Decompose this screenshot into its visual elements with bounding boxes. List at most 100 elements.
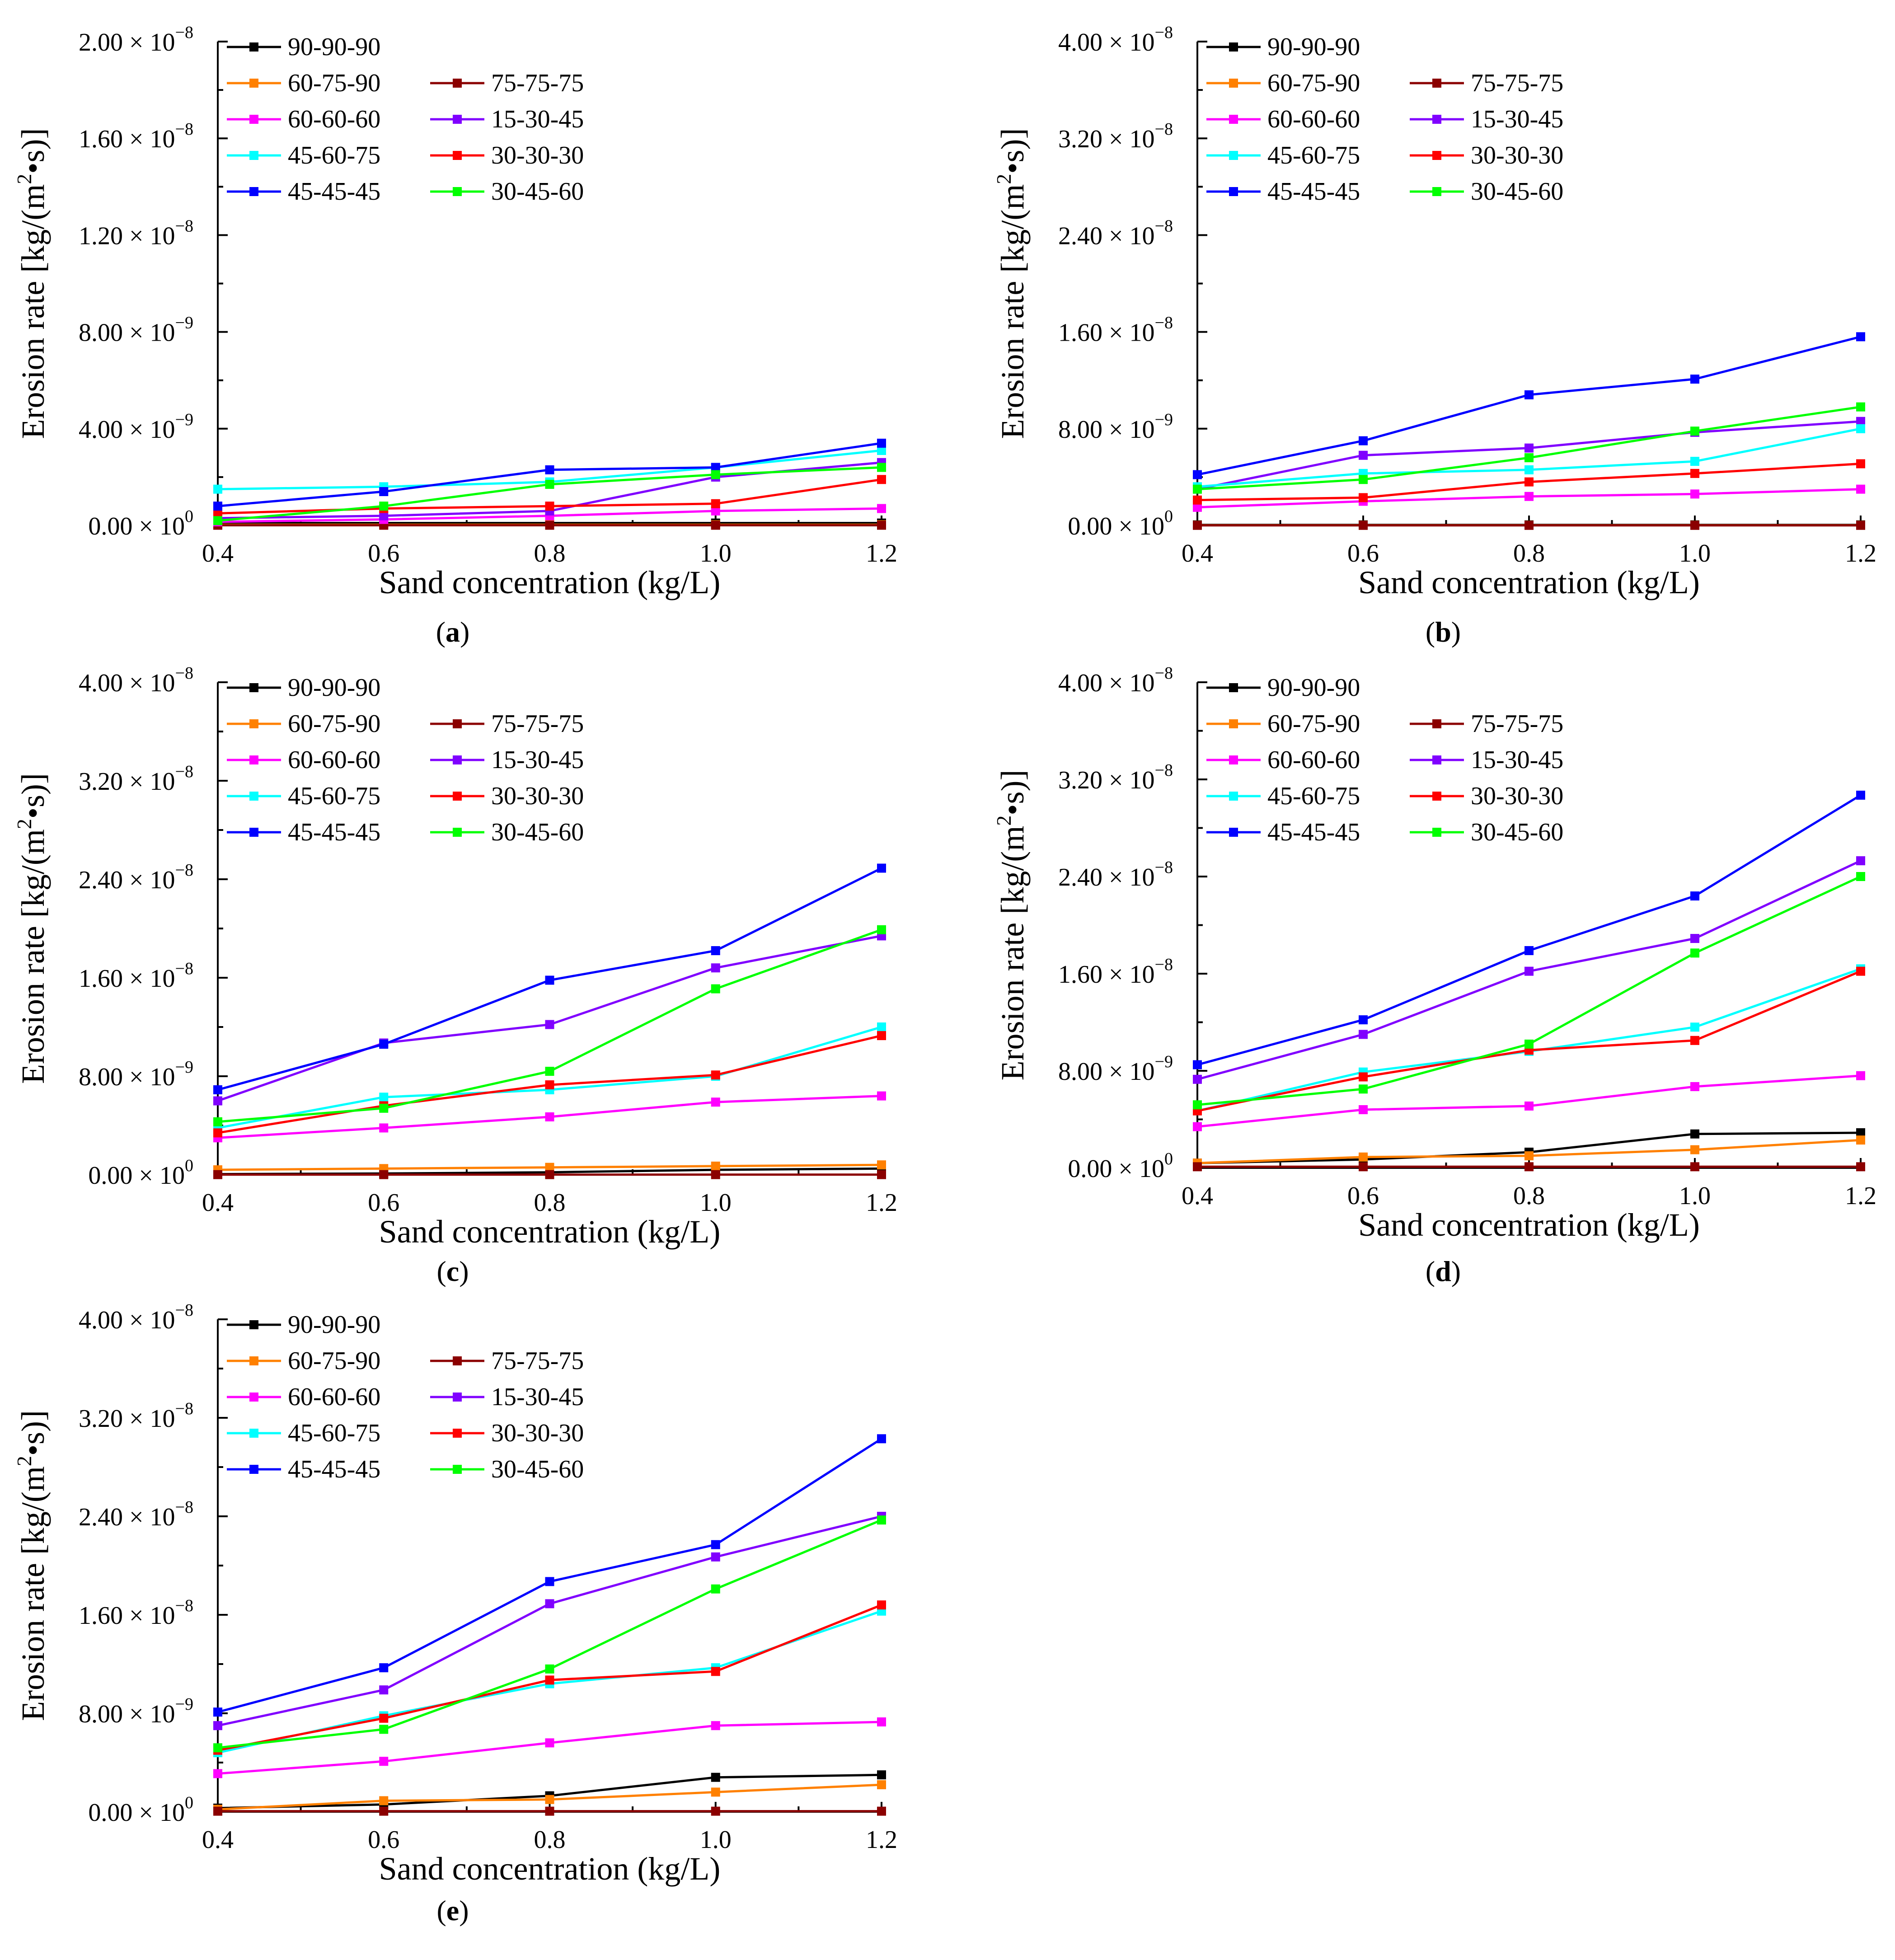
data-point-75-75-75 — [379, 1806, 389, 1816]
y-tick-label: 0.00 × 100 — [1068, 1149, 1173, 1183]
data-point-45-60-75 — [877, 1022, 886, 1032]
data-point-75-75-75 — [213, 1170, 222, 1179]
panel-caption: (a) — [436, 616, 470, 648]
y-tick-mantissa: 2.40 × 10 — [1058, 863, 1155, 891]
y-tick-exponent: −8 — [175, 861, 193, 880]
data-point-75-75-75 — [1524, 1162, 1534, 1172]
legend-item-30-30-30: 30-30-30 — [430, 141, 584, 169]
series-75-75-75 — [213, 1170, 886, 1179]
y-axis-title-text: •s)] — [15, 773, 51, 819]
legend-marker-90-90-90 — [1229, 42, 1238, 52]
legend-item-30-30-30: 30-30-30 — [430, 782, 584, 810]
x-axis-title: Sand concentration (kg/L) — [1358, 1207, 1700, 1243]
y-tick-label: 8.00 × 10−9 — [79, 1058, 193, 1091]
legend-item-30-45-60: 30-45-60 — [430, 818, 584, 846]
legend-label-30-45-60: 30-45-60 — [1471, 818, 1563, 846]
legend-item-30-30-30: 30-30-30 — [1410, 782, 1563, 810]
legend-label-75-75-75: 75-75-75 — [491, 1347, 584, 1375]
y-tick-exponent: 0 — [185, 1156, 193, 1175]
data-point-45-45-45 — [1856, 790, 1865, 800]
caption-paren: ) — [1451, 1255, 1461, 1287]
x-axis-title: Sand concentration (kg/L) — [379, 1214, 721, 1250]
x-tick-label: 1.0 — [1679, 1182, 1711, 1210]
legend-item-75-75-75: 75-75-75 — [430, 1347, 584, 1375]
legend-item-60-60-60: 60-60-60 — [227, 105, 380, 133]
series-line-45-45-45 — [217, 442, 882, 507]
series-line-30-45-60 — [217, 1519, 882, 1749]
legend-item-60-75-90: 60-75-90 — [227, 710, 380, 738]
y-tick-label: 3.20 × 10−8 — [1058, 120, 1173, 153]
y-axis-title: Erosion rate [kg/(m2•s)] — [992, 128, 1031, 439]
legend-label-60-60-60: 60-60-60 — [288, 1383, 380, 1411]
y-tick-exponent: −9 — [175, 314, 193, 333]
legend-label-90-90-90: 90-90-90 — [1267, 33, 1360, 61]
data-point-45-45-45 — [877, 1434, 886, 1444]
y-tick-mantissa: 3.20 × 10 — [1058, 125, 1155, 153]
legend: 90-90-90 60-75-90 75-75-75 60-60-60 15-30-45… — [227, 33, 584, 206]
series-60-75-90 — [213, 1780, 886, 1814]
data-point-45-45-45 — [213, 1707, 222, 1717]
y-tick-mantissa: 1.20 × 10 — [79, 222, 175, 250]
data-point-75-75-75 — [877, 1170, 886, 1179]
data-point-60-75-90 — [1856, 1135, 1865, 1145]
legend-marker-75-75-75 — [1432, 719, 1441, 728]
data-point-15-30-45 — [379, 511, 389, 520]
data-point-75-75-75 — [1690, 520, 1699, 530]
data-point-30-45-60 — [213, 1743, 222, 1753]
data-point-75-75-75 — [877, 520, 886, 530]
data-point-60-75-90 — [1690, 1145, 1699, 1154]
data-point-30-45-60 — [1359, 1084, 1368, 1094]
legend-item-90-90-90: 90-90-90 — [1206, 674, 1360, 702]
series-30-30-30 — [1193, 459, 1865, 505]
data-point-90-90-90 — [1690, 1129, 1699, 1139]
data-point-90-90-90 — [1856, 1128, 1865, 1138]
data-point-30-45-60 — [877, 463, 886, 472]
y-axis-title: Erosion rate [kg/(m2•s)] — [13, 128, 51, 439]
legend-item-60-60-60: 60-60-60 — [227, 746, 380, 774]
data-point-60-60-60 — [1856, 1071, 1865, 1080]
legend-marker-15-30-45 — [453, 755, 462, 764]
legend-marker-30-30-30 — [453, 151, 462, 160]
y-tick-exponent: −8 — [1155, 858, 1173, 877]
data-point-15-30-45 — [1524, 443, 1534, 453]
x-tick-label: 0.6 — [368, 1189, 399, 1217]
legend-marker-45-60-75 — [249, 151, 258, 160]
legend-label-60-75-90: 60-75-90 — [1267, 710, 1360, 738]
legend-marker-45-45-45 — [249, 828, 258, 837]
data-point-15-30-45 — [1359, 1030, 1368, 1039]
y-tick-mantissa: 1.60 × 10 — [79, 1602, 175, 1630]
legend-marker-90-90-90 — [249, 683, 258, 692]
y-tick-label: 4.00 × 10−8 — [79, 1301, 193, 1334]
x-tick-label: 1.0 — [700, 1826, 732, 1854]
data-point-45-45-45 — [379, 487, 389, 497]
legend-item-30-45-60: 30-45-60 — [1410, 818, 1563, 846]
x-tick-label: 1.0 — [700, 1189, 732, 1217]
legend-label-60-60-60: 60-60-60 — [1267, 746, 1360, 774]
y-tick-mantissa: 0.00 × 10 — [88, 1799, 185, 1827]
data-point-30-30-30 — [213, 1128, 222, 1138]
data-point-30-45-60 — [711, 470, 720, 479]
y-tick-exponent: −8 — [175, 1399, 193, 1418]
y-tick-label: 1.20 × 10−8 — [79, 216, 193, 250]
y-axis-title-text: •s)] — [15, 128, 51, 173]
y-tick-exponent: −8 — [1155, 314, 1173, 333]
data-point-60-60-60 — [711, 1721, 720, 1730]
legend-label-15-30-45: 15-30-45 — [1471, 746, 1563, 774]
data-point-30-30-30 — [1690, 469, 1699, 478]
legend-marker-90-90-90 — [1229, 683, 1238, 692]
data-point-30-45-60 — [213, 1117, 222, 1126]
legend-label-30-30-30: 30-30-30 — [491, 782, 584, 810]
y-axis-title: Erosion rate [kg/(m2•s)] — [13, 773, 51, 1084]
y-tick-mantissa: 8.00 × 10 — [1058, 1058, 1155, 1086]
legend-item-45-60-75: 45-60-75 — [227, 1419, 380, 1447]
y-tick-mantissa: 2.40 × 10 — [1058, 222, 1155, 250]
data-point-75-75-75 — [1359, 1162, 1368, 1172]
data-point-60-60-60 — [1856, 484, 1865, 494]
legend-marker-30-45-60 — [453, 1465, 462, 1474]
series-60-60-60 — [213, 1717, 886, 1778]
legend-item-15-30-45: 15-30-45 — [430, 105, 584, 133]
legend-marker-45-45-45 — [1229, 187, 1238, 196]
legend-marker-30-30-30 — [1432, 792, 1441, 801]
legend-marker-75-75-75 — [453, 719, 462, 728]
legend-label-30-30-30: 30-30-30 — [491, 141, 584, 169]
